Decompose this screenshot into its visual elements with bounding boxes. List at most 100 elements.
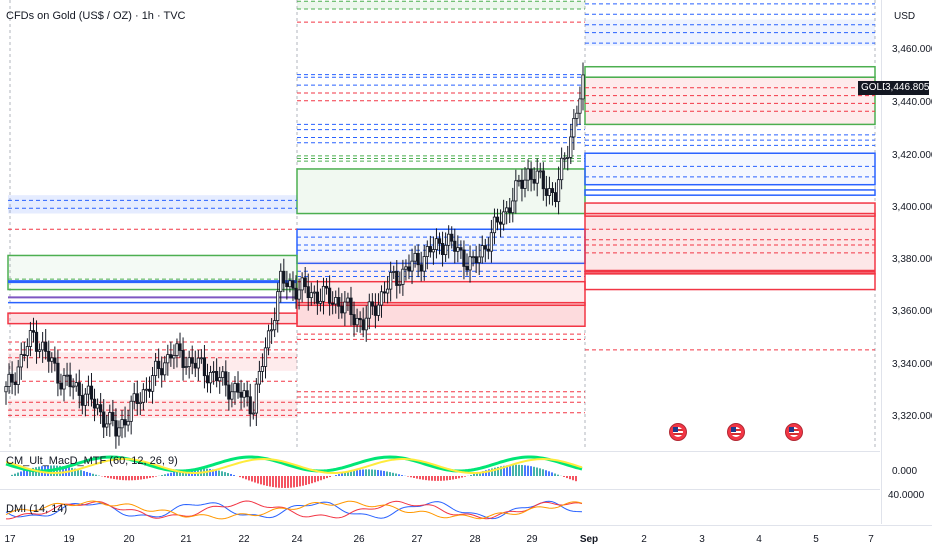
candle-body bbox=[563, 157, 567, 160]
macd-bar bbox=[116, 476, 118, 480]
candle-body bbox=[153, 360, 158, 376]
candle-body bbox=[10, 373, 14, 383]
macd-bar bbox=[359, 469, 361, 476]
us-flag-icon[interactable] bbox=[785, 423, 803, 441]
candle-body bbox=[389, 272, 393, 290]
candle-body bbox=[239, 391, 243, 398]
dmi-indicator-pane[interactable]: DMI (14, 14) bbox=[0, 489, 880, 525]
macd-indicator-label[interactable]: CM_Ult_MacD_MTF (60, 12, 26, 9) bbox=[6, 455, 178, 467]
macd-bar bbox=[539, 468, 541, 476]
candle-body bbox=[260, 366, 265, 372]
price-tick: 3,420.000 bbox=[892, 150, 932, 161]
macd-bar bbox=[293, 476, 295, 488]
macd-bar bbox=[299, 476, 301, 487]
macd-bar bbox=[374, 469, 376, 476]
candle-body bbox=[263, 347, 268, 367]
macd-bar bbox=[131, 476, 133, 481]
symbol-title[interactable]: CFDs on Gold (US$ / OZ) · 1h · TVC bbox=[6, 10, 186, 22]
candle-body bbox=[71, 385, 75, 388]
candle-body bbox=[150, 375, 155, 392]
zone-box bbox=[584, 76, 876, 126]
candle-body bbox=[157, 360, 161, 369]
candle-body bbox=[465, 266, 469, 271]
candle-body bbox=[367, 301, 371, 319]
time-axis[interactable]: 17 19 20 21 22 24 26 27 28 29 Sep 2 3 4 … bbox=[0, 525, 932, 550]
macd-bar bbox=[233, 474, 235, 476]
macd-bar bbox=[80, 470, 82, 476]
candle-body bbox=[334, 297, 338, 305]
macd-bar bbox=[512, 464, 514, 476]
candle-body bbox=[160, 368, 164, 376]
macd-axis-value: 0.000 bbox=[892, 466, 918, 477]
price-chart-canvas[interactable] bbox=[0, 0, 880, 450]
candle-body bbox=[196, 357, 200, 369]
candle-body bbox=[309, 292, 313, 299]
candle-body bbox=[175, 343, 179, 356]
macd-bar bbox=[104, 476, 106, 478]
macd-indicator-pane[interactable]: CM_Ult_MacD_MTF (60, 12, 26, 9) bbox=[0, 451, 880, 489]
candle-body bbox=[68, 374, 72, 388]
candle-body bbox=[386, 288, 390, 294]
macd-bar bbox=[308, 476, 310, 485]
candle-body bbox=[300, 277, 304, 291]
dmi-indicator-label[interactable]: DMI (14, 14) bbox=[6, 503, 68, 515]
candle-body bbox=[413, 252, 417, 262]
candle-body bbox=[495, 216, 500, 223]
candle-body bbox=[502, 211, 506, 225]
candle-body bbox=[138, 401, 142, 404]
zone-box bbox=[584, 152, 876, 186]
candle-body bbox=[187, 357, 191, 367]
macd-bar bbox=[443, 476, 445, 481]
macd-bar bbox=[521, 464, 523, 476]
macd-bar bbox=[20, 471, 22, 476]
candle-body bbox=[233, 383, 237, 393]
macd-bar bbox=[350, 471, 352, 476]
macd-bar bbox=[551, 472, 553, 476]
macd-bar bbox=[464, 476, 466, 477]
candle-body bbox=[294, 287, 298, 300]
candle-body bbox=[453, 240, 457, 252]
macd-bar bbox=[239, 476, 241, 478]
candlesticks bbox=[4, 62, 585, 449]
macd-bar bbox=[125, 476, 127, 481]
macd-bar bbox=[278, 476, 280, 488]
macd-bar bbox=[494, 467, 496, 476]
macd-bar bbox=[431, 476, 433, 481]
macd-bar bbox=[371, 469, 373, 476]
candle-body bbox=[80, 395, 84, 406]
macd-bar bbox=[320, 476, 322, 481]
candle-body bbox=[544, 188, 548, 196]
macd-bar bbox=[95, 474, 97, 476]
macd-bar bbox=[524, 465, 526, 476]
macd-bar bbox=[155, 476, 157, 477]
zone-box bbox=[584, 189, 876, 196]
candle-body bbox=[355, 317, 359, 326]
candle-body bbox=[86, 385, 91, 395]
macd-bar bbox=[14, 473, 16, 476]
main-chart-pane[interactable]: CFDs on Gold (US$ / OZ) · 1h · TVC bbox=[0, 0, 880, 450]
macd-bar bbox=[263, 476, 265, 486]
us-flag-icon[interactable] bbox=[727, 423, 745, 441]
candle-body bbox=[553, 192, 558, 202]
macd-bar bbox=[170, 472, 172, 476]
candle-body bbox=[569, 136, 573, 158]
candle-body bbox=[422, 256, 426, 272]
currency-label[interactable]: USD bbox=[894, 11, 916, 22]
candle-body bbox=[492, 216, 497, 234]
candle-body bbox=[276, 291, 280, 321]
us-flag-icon[interactable] bbox=[669, 423, 687, 441]
macd-bar bbox=[392, 472, 394, 476]
price-axis[interactable]: USD 3,460.000 3,440.000 3,420.000 3,400.… bbox=[881, 0, 932, 524]
macd-bar bbox=[248, 476, 250, 481]
candle-body bbox=[34, 331, 39, 352]
candle-body bbox=[120, 419, 124, 429]
zone-box bbox=[7, 254, 298, 291]
candle-body bbox=[236, 383, 240, 393]
symbol-price-tag: GOLD bbox=[858, 81, 893, 95]
candle-body bbox=[273, 320, 277, 331]
candle-body bbox=[59, 382, 63, 390]
candle-body bbox=[22, 354, 26, 356]
time-tick: 28 bbox=[469, 534, 481, 545]
candle-body bbox=[379, 291, 384, 306]
